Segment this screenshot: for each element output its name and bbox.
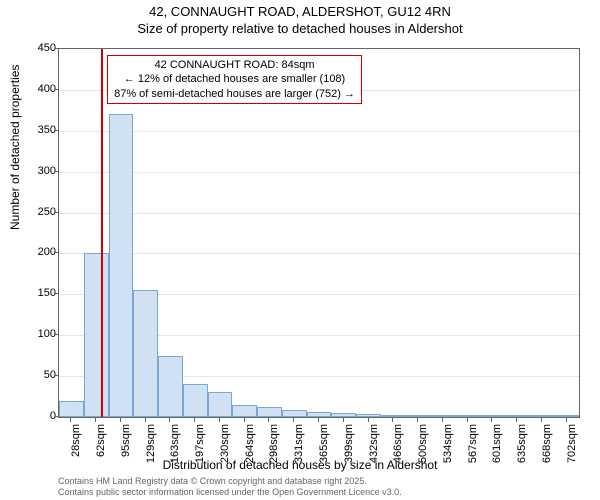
histogram-bar bbox=[84, 253, 109, 417]
x-tick-mark bbox=[120, 418, 121, 422]
y-tick-label: 200 bbox=[16, 246, 56, 258]
y-tick-label: 300 bbox=[16, 165, 56, 177]
histogram-bar bbox=[307, 412, 332, 417]
x-tick-mark bbox=[541, 418, 542, 422]
x-tick-mark bbox=[145, 418, 146, 422]
x-tick-mark bbox=[566, 418, 567, 422]
histogram-bar bbox=[480, 415, 505, 417]
annotation-line1: 42 CONNAUGHT ROAD: 84sqm bbox=[114, 58, 355, 72]
property-size-histogram: 42, CONNAUGHT ROAD, ALDERSHOT, GU12 4RN … bbox=[0, 0, 600, 500]
histogram-bar bbox=[183, 384, 208, 417]
footer-line1: Contains HM Land Registry data © Crown c… bbox=[58, 476, 402, 487]
y-tick-label: 50 bbox=[16, 369, 56, 381]
y-tick-label: 150 bbox=[16, 287, 56, 299]
gridline bbox=[59, 253, 579, 254]
histogram-bar bbox=[455, 415, 480, 417]
histogram-bar bbox=[381, 415, 406, 417]
x-tick-mark bbox=[318, 418, 319, 422]
chart-title-description: Size of property relative to detached ho… bbox=[0, 21, 600, 36]
histogram-bar bbox=[282, 410, 307, 417]
histogram-bar bbox=[529, 415, 554, 417]
x-tick-mark bbox=[194, 418, 195, 422]
x-tick-mark bbox=[343, 418, 344, 422]
x-tick-mark bbox=[491, 418, 492, 422]
marker-line bbox=[101, 49, 103, 417]
histogram-bar bbox=[232, 405, 257, 417]
gridline bbox=[59, 172, 579, 173]
x-axis-label: Distribution of detached houses by size … bbox=[0, 458, 600, 472]
x-tick-mark bbox=[169, 418, 170, 422]
x-tick-mark bbox=[244, 418, 245, 422]
y-tick-label: 400 bbox=[16, 83, 56, 95]
histogram-bar bbox=[406, 415, 431, 417]
y-tick-label: 350 bbox=[16, 124, 56, 136]
histogram-bar bbox=[505, 415, 530, 417]
gridline bbox=[59, 213, 579, 214]
annotation-line3: 87% of semi-detached houses are larger (… bbox=[114, 87, 355, 101]
x-tick-mark bbox=[467, 418, 468, 422]
x-tick-mark bbox=[442, 418, 443, 422]
histogram-bar bbox=[430, 415, 455, 417]
chart-title-address: 42, CONNAUGHT ROAD, ALDERSHOT, GU12 4RN bbox=[0, 4, 600, 19]
histogram-bar bbox=[158, 356, 183, 417]
y-tick-label: 450 bbox=[16, 42, 56, 54]
histogram-bar bbox=[356, 414, 381, 417]
x-tick-mark bbox=[392, 418, 393, 422]
footer-line2: Contains public sector information licen… bbox=[58, 487, 402, 498]
chart-title-block: 42, CONNAUGHT ROAD, ALDERSHOT, GU12 4RN … bbox=[0, 4, 600, 36]
x-tick-mark bbox=[516, 418, 517, 422]
y-tick-label: 100 bbox=[16, 328, 56, 340]
plot-area: 42 CONNAUGHT ROAD: 84sqm ← 12% of detach… bbox=[58, 48, 580, 418]
annotation-line2: ← 12% of detached houses are smaller (10… bbox=[114, 72, 355, 86]
histogram-bar bbox=[109, 114, 134, 417]
histogram-bar bbox=[59, 401, 84, 417]
x-tick-mark bbox=[417, 418, 418, 422]
histogram-bar bbox=[257, 407, 282, 417]
x-tick-mark bbox=[293, 418, 294, 422]
histogram-bar bbox=[133, 290, 158, 417]
x-tick-mark bbox=[368, 418, 369, 422]
x-tick-mark bbox=[95, 418, 96, 422]
histogram-bar bbox=[331, 413, 356, 417]
x-tick-mark bbox=[219, 418, 220, 422]
y-tick-label: 0 bbox=[16, 410, 56, 422]
y-tick-label: 250 bbox=[16, 206, 56, 218]
footer-attribution: Contains HM Land Registry data © Crown c… bbox=[58, 476, 402, 498]
x-tick-mark bbox=[268, 418, 269, 422]
x-tick-mark bbox=[70, 418, 71, 422]
histogram-bar bbox=[208, 392, 233, 417]
gridline bbox=[59, 131, 579, 132]
annotation-box: 42 CONNAUGHT ROAD: 84sqm ← 12% of detach… bbox=[107, 55, 362, 104]
histogram-bar bbox=[554, 415, 579, 417]
